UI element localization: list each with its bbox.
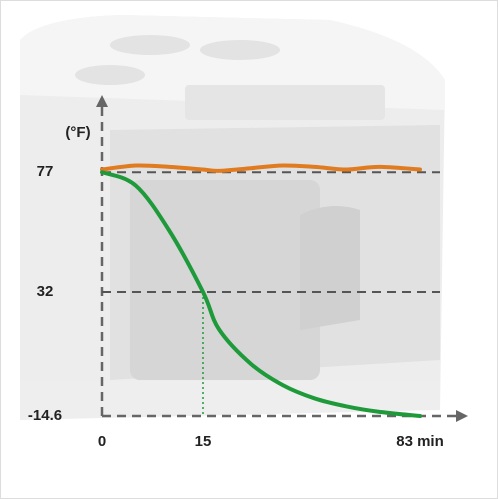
fridge-image [20, 15, 445, 420]
y-axis-arrow [96, 95, 108, 107]
y-axis-label: (°F) [65, 124, 90, 141]
series-line [100, 163, 422, 173]
y-tick-label: 32 [37, 283, 54, 300]
y-tick-label: -14.6 [28, 407, 62, 424]
x-tick-label: 0 [98, 433, 106, 450]
series-line [100, 170, 422, 418]
x-axis-arrow [456, 410, 468, 422]
x-tick-label: 15 [195, 433, 212, 450]
y-tick-label: 77 [37, 163, 54, 180]
x-tick-label: 83 min [396, 433, 444, 450]
